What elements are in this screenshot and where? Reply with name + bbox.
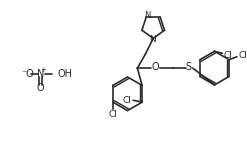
Text: +: + [41,67,46,73]
Text: ⁻O: ⁻O [22,69,35,79]
Text: N: N [144,12,150,21]
Text: Cl: Cl [123,96,132,105]
Text: Cl: Cl [238,51,247,60]
Text: N: N [37,69,44,79]
Text: Cl: Cl [108,110,117,119]
Text: Cl: Cl [224,51,233,60]
Text: O: O [37,83,44,93]
Text: OH: OH [57,69,72,79]
Text: O: O [151,62,159,72]
Text: S: S [186,62,192,72]
Text: N: N [149,35,156,44]
